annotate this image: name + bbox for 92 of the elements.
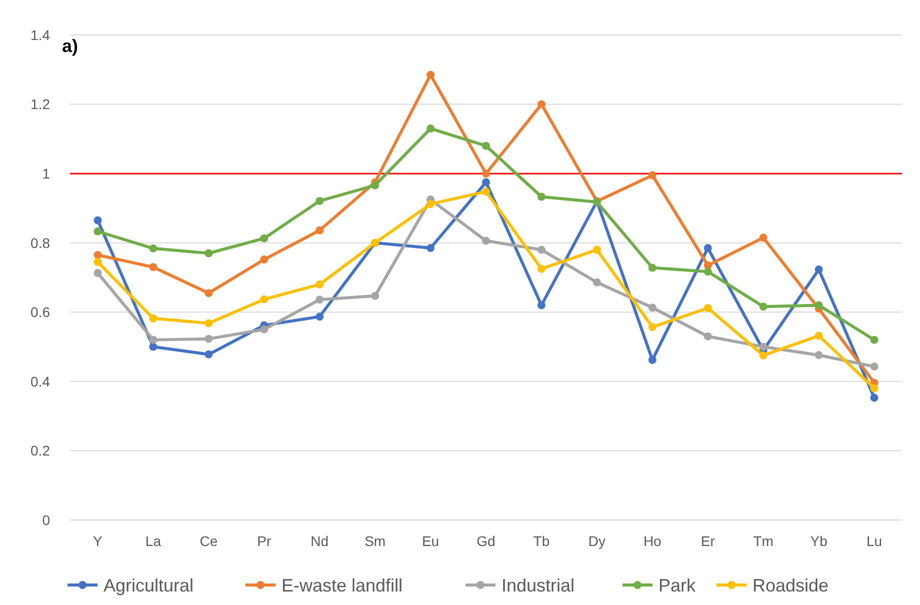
point	[94, 216, 102, 224]
y-tick-label: 1.2	[30, 96, 50, 112]
point	[482, 178, 490, 186]
point	[260, 234, 268, 242]
point	[482, 170, 490, 178]
x-tick-label: Pr	[257, 533, 272, 549]
point	[149, 263, 158, 272]
point	[204, 350, 213, 358]
x-tick-label: Tm	[753, 533, 774, 549]
point	[704, 244, 712, 252]
point	[759, 351, 768, 360]
point	[260, 255, 268, 264]
point	[149, 244, 158, 252]
point	[870, 384, 878, 392]
point	[814, 266, 823, 274]
point	[426, 70, 435, 79]
point	[870, 336, 878, 344]
point	[371, 292, 380, 300]
point	[704, 268, 712, 276]
point	[648, 264, 656, 272]
point	[94, 250, 102, 259]
point	[204, 334, 213, 343]
point	[204, 289, 213, 298]
point	[371, 181, 380, 190]
legend-label: Agricultural	[104, 575, 194, 596]
point	[814, 332, 823, 340]
point	[482, 236, 490, 245]
point	[426, 124, 435, 133]
point	[316, 280, 324, 288]
point	[94, 258, 102, 266]
point	[759, 234, 768, 242]
point	[149, 336, 158, 344]
point	[149, 314, 158, 322]
x-tick-label: Dy	[588, 533, 606, 549]
point	[537, 264, 546, 273]
point	[94, 268, 102, 277]
point	[537, 192, 546, 201]
y-tick-label: 1	[42, 165, 50, 182]
x-tick-label: Lu	[866, 533, 882, 549]
x-tick-label: Nd	[310, 533, 329, 549]
y-tick-label: 0	[42, 512, 50, 528]
point	[814, 351, 823, 360]
point	[316, 312, 324, 321]
x-tick-label: Y	[93, 533, 104, 549]
point	[260, 295, 268, 304]
x-tick-label: Eu	[422, 533, 440, 549]
y-tick-label: 0.4	[30, 373, 50, 390]
x-tick-label: Tb	[533, 533, 550, 549]
x-tick-label: Ce	[200, 533, 218, 549]
point	[704, 304, 712, 312]
point	[814, 301, 823, 310]
point	[870, 362, 878, 371]
x-tick-label: Ho	[643, 533, 662, 549]
point	[537, 246, 546, 254]
y-tick-label: 0.8	[30, 234, 50, 251]
point	[149, 342, 158, 351]
point	[592, 246, 601, 254]
x-tick-label: Yb	[810, 533, 828, 549]
legend-label: E-waste landfill	[282, 575, 403, 596]
x-tick-label: La	[145, 533, 162, 549]
point	[648, 304, 656, 312]
point	[426, 244, 435, 252]
point	[648, 323, 656, 332]
point	[426, 200, 435, 208]
point	[482, 188, 490, 196]
point	[759, 302, 768, 311]
point	[94, 227, 102, 236]
point	[537, 301, 546, 310]
point	[316, 226, 324, 234]
point	[704, 332, 712, 340]
legend-label: Industrial	[502, 575, 575, 596]
x-tick-label: Sm	[364, 533, 386, 549]
point	[592, 278, 601, 286]
x-tick-label: Er	[700, 533, 716, 549]
point	[204, 319, 213, 328]
legend-label: Park	[658, 575, 697, 596]
point	[537, 100, 546, 108]
point	[316, 296, 324, 304]
y-tick-label: 0.6	[30, 304, 50, 320]
point	[260, 325, 268, 334]
point	[648, 356, 656, 364]
chart-title: a)	[62, 36, 78, 56]
point	[648, 171, 656, 180]
x-tick-label: Gd	[476, 533, 496, 549]
point	[870, 394, 878, 402]
y-tick-label: 1.4	[30, 26, 50, 43]
point	[482, 142, 490, 150]
point	[316, 196, 324, 205]
point	[759, 342, 768, 351]
legend-label: Roadside	[752, 575, 829, 596]
y-tick-label: 0.2	[30, 442, 50, 459]
point	[204, 249, 213, 258]
